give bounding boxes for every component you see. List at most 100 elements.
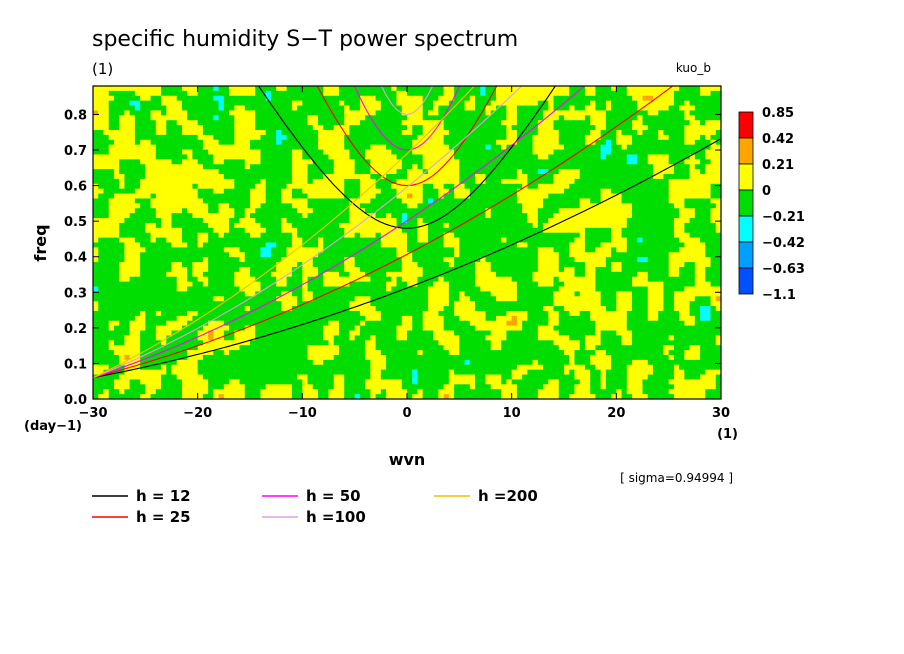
field-cell	[475, 178, 481, 185]
field-cell	[202, 144, 209, 151]
field-cell	[98, 262, 105, 268]
field-cell	[396, 134, 403, 141]
field-cell	[417, 266, 424, 273]
field-cell	[673, 110, 680, 116]
field-cell	[93, 213, 99, 219]
field-cell	[490, 130, 497, 136]
field-cell	[281, 222, 288, 229]
field-cell	[506, 262, 513, 268]
field-cell	[244, 193, 251, 200]
field-cell	[469, 115, 476, 121]
field-cell	[176, 276, 183, 283]
field-cell	[113, 188, 120, 195]
field-cell	[359, 120, 366, 126]
field-cell	[569, 86, 576, 92]
field-cell	[516, 203, 523, 209]
field-cell	[323, 144, 330, 151]
field-cell	[558, 232, 565, 239]
field-cell	[595, 271, 602, 278]
field-cell	[417, 149, 424, 156]
field-cell	[590, 276, 596, 283]
field-cell	[265, 100, 272, 107]
field-cell	[208, 125, 214, 131]
field-cell	[532, 154, 539, 160]
field-cell	[370, 159, 377, 165]
field-cell	[150, 149, 157, 156]
field-cell	[234, 203, 241, 209]
field-cell	[124, 130, 131, 136]
field-cell	[307, 232, 314, 239]
field-cell	[621, 120, 628, 126]
field-cell	[553, 178, 560, 185]
field-cell	[166, 242, 173, 248]
field-cell	[637, 130, 644, 136]
field-cell	[375, 208, 382, 214]
field-cell	[543, 144, 549, 151]
field-cell	[642, 164, 649, 170]
field-cell	[354, 144, 361, 151]
field-cell	[511, 115, 518, 121]
field-cell	[621, 169, 628, 175]
field-cell	[590, 198, 596, 204]
field-cell	[307, 276, 314, 283]
field-cell	[705, 90, 712, 97]
field-cell	[469, 144, 476, 151]
field-cell	[307, 237, 314, 244]
field-cell	[480, 203, 487, 209]
field-cell	[145, 120, 152, 126]
field-cell	[113, 237, 120, 244]
field-cell	[485, 174, 492, 180]
field-cell	[370, 237, 377, 244]
field-cell	[422, 174, 429, 180]
field-cell	[333, 120, 340, 126]
field-cell	[443, 105, 450, 112]
field-cell	[626, 198, 633, 204]
field-cell	[328, 198, 335, 204]
field-cell	[715, 257, 721, 263]
field-cell	[318, 203, 324, 209]
field-cell	[150, 232, 157, 239]
field-cell	[108, 149, 115, 156]
field-cell	[475, 222, 481, 229]
field-cell	[113, 286, 120, 293]
field-cell	[401, 262, 408, 268]
field-cell	[438, 154, 445, 160]
field-cell	[113, 115, 120, 121]
field-cell	[616, 218, 623, 224]
field-cell	[312, 227, 319, 234]
field-cell	[448, 115, 455, 121]
field-cell	[564, 232, 570, 239]
field-cell	[511, 227, 518, 234]
field-cell	[380, 169, 387, 175]
field-cell	[323, 90, 330, 97]
field-cell	[140, 281, 146, 288]
field-cell	[344, 183, 351, 190]
field-cell	[234, 134, 241, 141]
field-cell	[124, 110, 131, 116]
field-cell	[637, 139, 644, 146]
field-cell	[103, 154, 110, 160]
field-cell	[302, 198, 309, 204]
field-cell	[637, 237, 644, 244]
field-cell	[485, 198, 492, 204]
field-cell	[652, 281, 659, 288]
field-cell	[234, 149, 241, 156]
field-cell	[454, 188, 460, 195]
field-cell	[161, 193, 167, 200]
field-cell	[286, 232, 293, 239]
field-cell	[229, 257, 235, 263]
field-cell	[359, 139, 366, 146]
field-cell	[564, 159, 570, 165]
field-cell	[495, 262, 502, 268]
field-cell	[407, 271, 413, 278]
field-cell	[412, 237, 419, 244]
field-cell	[605, 174, 612, 180]
field-cell	[192, 232, 199, 239]
field-cell	[234, 174, 241, 180]
field-cell	[454, 105, 460, 112]
field-cell	[161, 95, 167, 102]
field-cell	[495, 130, 502, 136]
field-cell	[407, 110, 413, 116]
field-cell	[255, 227, 262, 234]
field-cell	[590, 120, 596, 126]
